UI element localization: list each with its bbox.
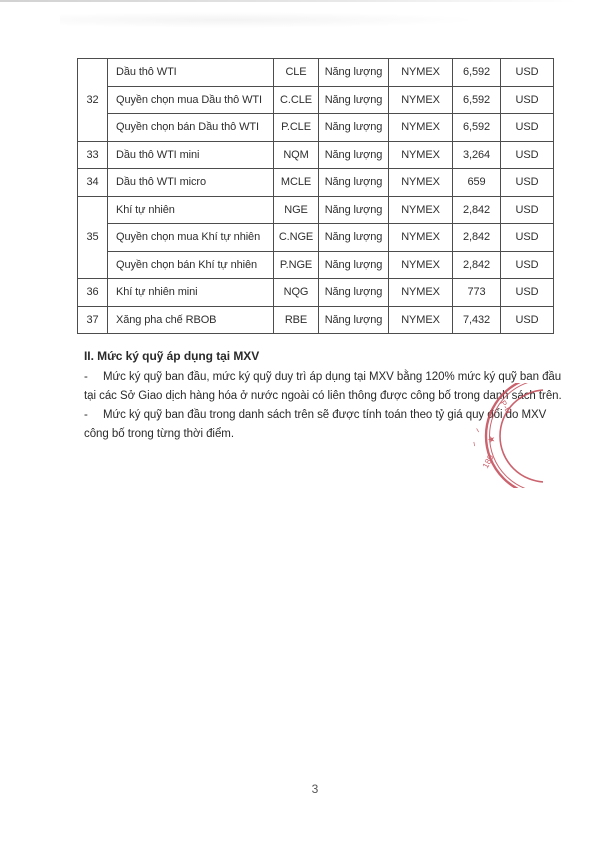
cell-code: MCLE	[273, 168, 319, 197]
cell-margin: 6,592	[452, 85, 501, 114]
stamp-tick: ı	[472, 439, 476, 448]
cell-code: C.NGE	[273, 223, 319, 252]
stamp-tick: ı	[474, 425, 480, 434]
cell-name: Dầu thô WTI micro	[107, 168, 274, 197]
cell-margin: 6,592	[452, 58, 501, 87]
cell-margin: 6,592	[452, 113, 501, 142]
table-row: 33 Dầu thô WTI mini NQM Năng lượng NYMEX…	[77, 140, 554, 169]
table-row: Quyền chọn mua Dầu thô WTI C.CLE Năng lư…	[78, 85, 554, 114]
cell-name: Quyền chọn bán Khí tự nhiên	[107, 250, 274, 279]
cell-margin: 3,264	[452, 140, 501, 169]
scan-smudge-artifact	[60, 12, 480, 28]
cell-exchange: NYMEX	[388, 305, 453, 334]
section-heading: II. Mức ký quỹ áp dụng tại MXV	[84, 349, 260, 363]
cell-exchange: NYMEX	[388, 58, 453, 87]
cell-category: Năng lượng	[318, 278, 389, 307]
cell-category: Năng lượng	[318, 168, 389, 197]
cell-exchange: NYMEX	[388, 168, 453, 197]
cell-exchange: NYMEX	[388, 113, 453, 142]
cell-code: P.CLE	[273, 113, 319, 142]
cell-currency: USD	[500, 168, 554, 197]
bullet-1-line-1: - Mức ký quỹ ban đầu, mức ký quỹ duy trì …	[84, 368, 561, 387]
cell-name: Dầu thô WTI	[107, 58, 274, 87]
cell-currency: USD	[500, 85, 554, 114]
scan-edge-artifact	[0, 0, 578, 2]
cell-currency: USD	[500, 223, 554, 252]
cell-name: Quyền chọn mua Dầu thô WTI	[107, 85, 274, 114]
table-row: 34 Dầu thô WTI micro MCLE Năng lượng NYM…	[77, 168, 554, 197]
cell-no: 34	[77, 168, 108, 197]
bullet-2-line-2: công bố trong từng thời điểm.	[84, 428, 234, 440]
bullet-marker: -	[84, 409, 88, 421]
cell-name: Quyền chọn bán Dầu thô WTI	[107, 113, 274, 142]
cell-no: 32	[77, 58, 108, 142]
bullet-1-line-2: tại các Sở Giao dịch hàng hóa ở nước ngo…	[84, 390, 562, 402]
cell-name: Dầu thô WTI mini	[107, 140, 274, 169]
cell-no: 37	[77, 305, 108, 334]
cell-no: 35	[77, 195, 108, 279]
cell-exchange: NYMEX	[388, 223, 453, 252]
cell-margin: 659	[452, 168, 501, 197]
cell-category: Năng lượng	[318, 305, 389, 334]
bullet-marker: -	[84, 371, 88, 383]
cell-name: Xăng pha chế RBOB	[107, 305, 274, 334]
cell-code: P.NGE	[273, 250, 319, 279]
cell-code: CLE	[273, 58, 319, 87]
cell-category: Năng lượng	[318, 223, 389, 252]
margin-table: 32 Dầu thô WTI CLE Năng lượng NYMEX 6,59…	[77, 58, 554, 334]
cell-currency: USD	[500, 58, 554, 87]
cell-code: NQM	[273, 140, 319, 169]
cell-margin: 2,842	[452, 195, 501, 224]
table-row: Quyền chọn bán Khí tự nhiên P.NGE Năng l…	[78, 250, 554, 279]
cell-margin: 2,842	[452, 250, 501, 279]
table-row: 36 Khí tự nhiên mini NQG Năng lượng NYME…	[77, 278, 554, 307]
table-row: 37 Xăng pha chế RBOB RBE Năng lượng NYME…	[77, 305, 554, 334]
cell-currency: USD	[500, 305, 554, 334]
cell-exchange: NYMEX	[388, 250, 453, 279]
cell-code: NGE	[273, 195, 319, 224]
table-row: Quyền chọn bán Dầu thô WTI P.CLE Năng lư…	[78, 113, 554, 142]
cell-currency: USD	[500, 195, 554, 224]
red-seal-stamp-icon: P-Đ ★ 180 ı ı	[472, 383, 543, 488]
cell-category: Năng lượng	[318, 113, 389, 142]
cell-name: Khí tự nhiên	[107, 195, 274, 224]
cell-no: 33	[77, 140, 108, 169]
cell-code: NQG	[273, 278, 319, 307]
page-number: 3	[311, 782, 319, 796]
cell-category: Năng lượng	[318, 85, 389, 114]
cell-currency: USD	[500, 250, 554, 279]
cell-code: C.CLE	[273, 85, 319, 114]
cell-currency: USD	[500, 113, 554, 142]
cell-code: RBE	[273, 305, 319, 334]
stamp-star: ★	[486, 433, 497, 445]
cell-exchange: NYMEX	[388, 278, 453, 307]
stamp-arc-text: P-Đ	[498, 399, 513, 416]
cell-category: Năng lượng	[318, 195, 389, 224]
cell-margin: 2,842	[452, 223, 501, 252]
cell-name: Khí tự nhiên mini	[107, 278, 274, 307]
bullet-2-line-1: - Mức ký quỹ ban đầu trong danh sách trên…	[84, 406, 546, 425]
cell-category: Năng lượng	[318, 250, 389, 279]
cell-category: Năng lượng	[318, 140, 389, 169]
cell-name: Quyền chọn mua Khí tự nhiên	[107, 223, 274, 252]
cell-exchange: NYMEX	[388, 195, 453, 224]
stamp-number: 180	[480, 453, 496, 470]
table-row: Quyền chọn mua Khí tự nhiên C.NGE Năng l…	[78, 223, 554, 252]
table-row: 35 Khí tự nhiên NGE Năng lượng NYMEX 2,8…	[77, 195, 554, 279]
cell-margin: 773	[452, 278, 501, 307]
cell-exchange: NYMEX	[388, 85, 453, 114]
table-row: 32 Dầu thô WTI CLE Năng lượng NYMEX 6,59…	[77, 58, 554, 142]
cell-exchange: NYMEX	[388, 140, 453, 169]
cell-currency: USD	[500, 140, 554, 169]
cell-no: 36	[77, 278, 108, 307]
cell-currency: USD	[500, 278, 554, 307]
cell-category: Năng lượng	[318, 58, 389, 87]
section-margin-rules: II. Mức ký quỹ áp dụng tại MXV - Mức ký q…	[84, 348, 562, 444]
cell-margin: 7,432	[452, 305, 501, 334]
